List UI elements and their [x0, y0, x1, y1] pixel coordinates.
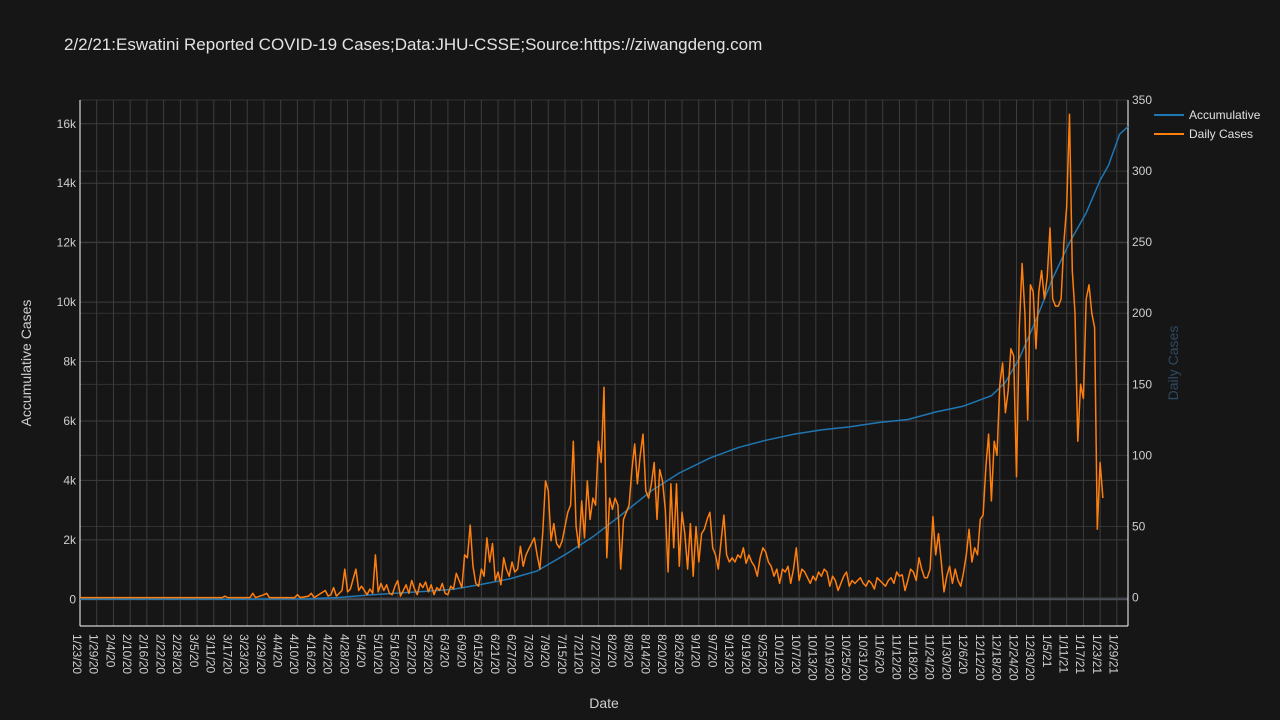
x-tick-label: 1/29/21	[1107, 634, 1121, 674]
x-tick-label: 6/21/20	[488, 634, 502, 674]
x-tick-label: 2/28/20	[170, 634, 184, 674]
x-tick-label: 10/31/20	[856, 634, 870, 681]
x-tick-label: 6/9/20	[454, 634, 468, 668]
x-tick-label: 11/30/20	[939, 634, 953, 680]
x-tick-label: 7/27/20	[588, 634, 602, 674]
y2-tick-label: 0	[1132, 591, 1139, 605]
x-tick-label: 11/12/20	[889, 634, 903, 680]
y-tick-label: 4k	[63, 473, 77, 487]
x-tick-label: 6/3/20	[438, 634, 452, 668]
x-tick-label: 10/25/20	[839, 634, 853, 681]
x-tick-label: 3/17/20	[220, 634, 234, 674]
y-tick-label: 0	[69, 592, 76, 606]
x-tick-label: 12/24/20	[1006, 634, 1020, 681]
x-tick-label: 12/6/20	[956, 634, 970, 674]
x-tick-label: 9/13/20	[722, 634, 736, 674]
x-tick-label: 4/4/20	[271, 634, 285, 668]
x-tick-label: 4/16/20	[304, 634, 318, 674]
series-lines	[79, 113, 1129, 601]
x-tick-label: 5/28/20	[421, 634, 435, 674]
x-tick-label: 7/9/20	[538, 634, 552, 668]
x-tick-label: 4/22/20	[321, 634, 335, 674]
legend-label: Accumulative	[1189, 108, 1261, 122]
y-tick-label: 2k	[63, 533, 77, 547]
x-tick-label: 11/24/20	[923, 634, 937, 680]
x-tick-label: 1/29/20	[87, 634, 101, 674]
x-tick-label: 6/15/20	[471, 634, 485, 674]
x-tick-label: 6/27/20	[505, 634, 519, 674]
x-axis-title: Date	[589, 695, 619, 711]
x-tick-label: 8/8/20	[622, 634, 636, 668]
grid-lines	[79, 99, 1128, 626]
x-tick-label: 10/1/20	[772, 634, 786, 674]
y-axis-title: Accumulative Cases	[18, 300, 34, 427]
y-tick-label: 10k	[57, 295, 77, 309]
x-tick-label: 7/3/20	[521, 634, 535, 668]
x-tick-label: 4/28/20	[337, 634, 351, 674]
x-tick-label: 5/16/20	[388, 634, 402, 674]
y-tick-label: 8k	[63, 355, 77, 369]
x-tick-label: 9/1/20	[689, 634, 703, 668]
x-tick-label: 10/19/20	[822, 634, 836, 681]
y2-tick-label: 150	[1132, 377, 1152, 391]
x-tick-label: 7/21/20	[572, 634, 586, 674]
y2-tick-label: 100	[1132, 448, 1152, 462]
y2-axis-title: Daily Cases	[1165, 326, 1181, 401]
tick-labels: 1/23/20 1/29/20 2/4/20 2/10/20 2/16/20 2/22/2…	[57, 93, 1153, 681]
y2-tick-label: 50	[1132, 519, 1146, 533]
x-tick-label: 2/4/20	[103, 634, 117, 668]
x-tick-label: 4/10/20	[287, 634, 301, 674]
x-tick-label: 1/17/21	[1073, 634, 1087, 674]
x-tick-label: 1/23/20	[70, 634, 84, 674]
x-tick-label: 2/16/20	[137, 634, 151, 674]
x-tick-label: 2/22/20	[153, 634, 167, 674]
x-tick-label: 3/23/20	[237, 634, 251, 674]
x-tick-label: 11/18/20	[906, 634, 920, 680]
y2-tick-label: 250	[1132, 235, 1152, 249]
y-tick-label: 6k	[63, 414, 77, 428]
y2-tick-label: 300	[1132, 164, 1152, 178]
y-tick-label: 16k	[57, 117, 77, 131]
x-tick-label: 7/15/20	[555, 634, 569, 674]
y2-tick-label: 350	[1132, 93, 1152, 107]
x-tick-label: 12/12/20	[973, 634, 987, 681]
x-tick-label: 8/14/20	[638, 634, 652, 674]
x-tick-label: 9/19/20	[739, 634, 753, 674]
x-tick-label: 5/22/20	[404, 634, 418, 674]
x-tick-label: 1/5/21	[1040, 634, 1054, 668]
y2-tick-label: 200	[1132, 306, 1152, 320]
x-tick-label: 1/11/21	[1057, 634, 1071, 673]
y-tick-label: 12k	[57, 236, 77, 250]
x-tick-label: 1/23/21	[1090, 634, 1104, 674]
x-tick-label: 8/20/20	[655, 634, 669, 674]
x-tick-label: 3/5/20	[187, 634, 201, 668]
axes	[79, 100, 1129, 627]
x-tick-label: 12/30/20	[1023, 634, 1037, 681]
x-tick-label: 10/13/20	[806, 634, 820, 681]
chart-title: 2/2/21:Eswatini Reported COVID-19 Cases;…	[64, 35, 762, 54]
legend-label: Daily Cases	[1189, 127, 1253, 141]
y-tick-label: 14k	[57, 176, 77, 190]
x-tick-label: 12/18/20	[990, 634, 1004, 681]
x-tick-label: 3/11/20	[204, 634, 218, 673]
x-tick-label: 8/26/20	[672, 634, 686, 674]
x-tick-label: 2/10/20	[120, 634, 134, 674]
x-tick-label: 9/25/20	[755, 634, 769, 674]
x-tick-label: 9/7/20	[705, 634, 719, 668]
daily-cases-line	[80, 113, 1104, 599]
x-tick-label: 3/29/20	[254, 634, 268, 674]
x-tick-label: 10/7/20	[789, 634, 803, 674]
x-tick-label: 5/4/20	[354, 634, 368, 668]
x-tick-label: 8/2/20	[605, 634, 619, 668]
legend: Accumulative Daily Cases	[1154, 108, 1261, 141]
x-tick-label: 11/6/20	[873, 634, 887, 673]
x-tick-label: 5/10/20	[371, 634, 385, 674]
